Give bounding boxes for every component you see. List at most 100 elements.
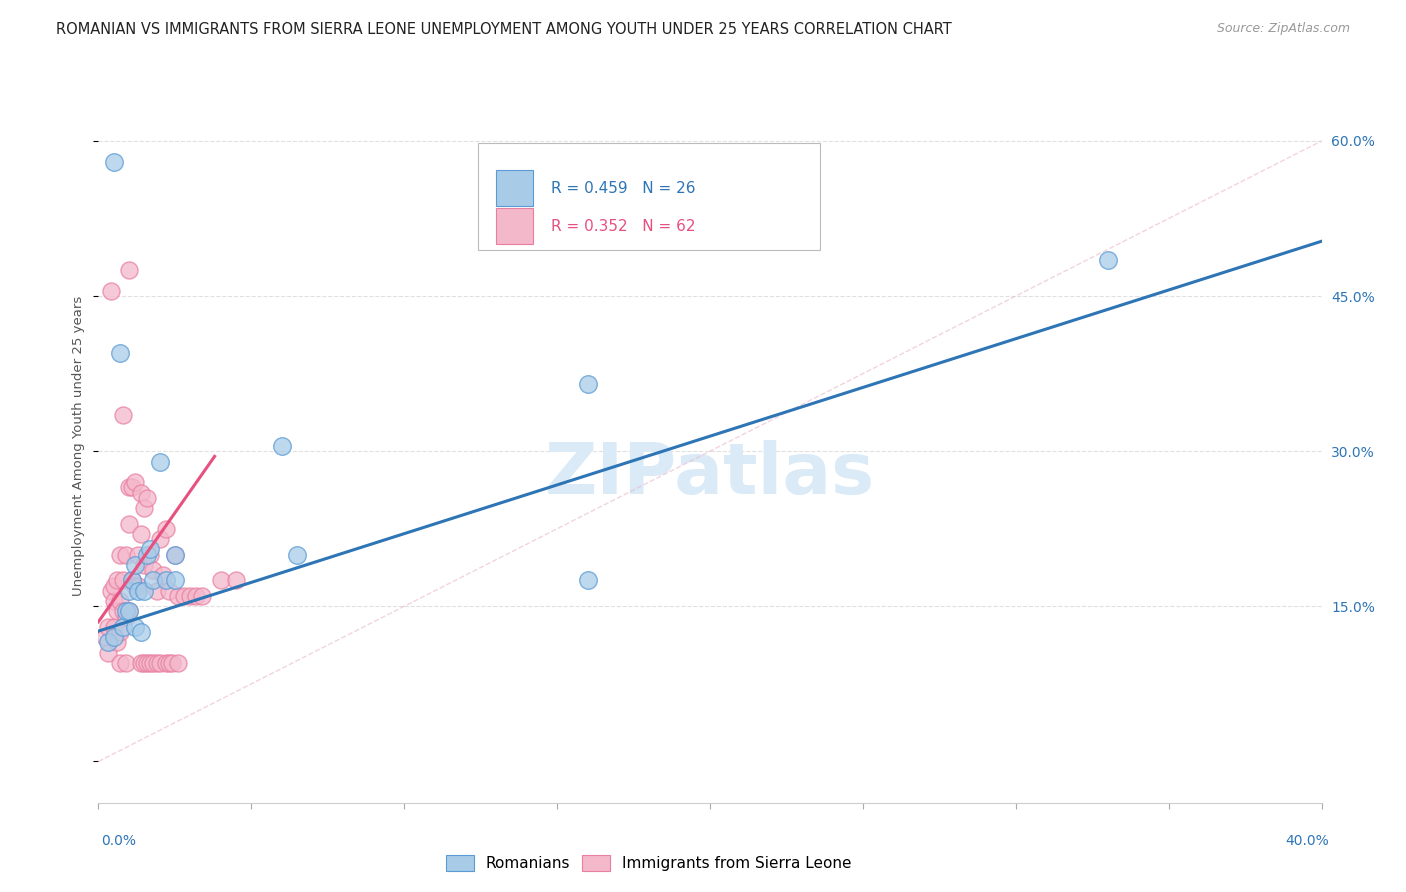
Point [93,630,115,644]
Point [124,475,146,490]
Text: 0.0%: 0.0% [101,834,136,848]
Point [139,542,162,557]
Point [97,635,120,649]
Point [142,574,165,588]
Point [225,574,247,588]
Point [111,620,134,634]
FancyBboxPatch shape [496,170,533,206]
Point [149,656,172,670]
Point [111,574,134,588]
Text: Source: ZipAtlas.com: Source: ZipAtlas.com [1216,22,1350,36]
Point [115,609,138,624]
Point [145,656,167,670]
Point [100,583,122,598]
Point [108,594,131,608]
Point [155,522,177,536]
Point [142,656,165,670]
Point [118,605,141,619]
Point [152,568,174,582]
Point [127,579,149,593]
Point [576,376,599,391]
Point [136,656,159,670]
Point [124,579,146,593]
Point [97,620,120,634]
Point [127,548,149,562]
Point [111,605,134,619]
Point [111,408,134,422]
Point [136,491,159,505]
Point [100,284,122,298]
FancyBboxPatch shape [478,143,820,250]
Text: ROMANIAN VS IMMIGRANTS FROM SIERRA LEONE UNEMPLOYMENT AMONG YOUTH UNDER 25 YEARS: ROMANIAN VS IMMIGRANTS FROM SIERRA LEONE… [56,22,952,37]
Point [121,574,143,588]
Point [163,548,186,562]
Point [139,548,162,562]
Point [129,656,152,670]
Point [186,589,208,603]
Point [124,558,146,572]
Point [103,630,125,644]
Point [134,501,156,516]
Point [115,605,138,619]
Point [134,583,156,598]
Point [149,454,172,468]
Point [179,589,201,603]
Point [155,656,177,670]
Point [1097,252,1119,267]
Point [105,635,128,649]
Point [167,656,190,670]
Point [108,548,131,562]
Point [191,589,214,603]
Y-axis label: Unemployment Among Youth under 25 years: Unemployment Among Youth under 25 years [72,296,86,596]
Point [118,516,141,531]
Point [167,589,190,603]
Point [105,574,128,588]
Point [149,532,172,546]
Point [134,656,156,670]
Point [108,656,131,670]
Point [118,583,141,598]
Point [115,548,138,562]
Point [576,574,599,588]
Point [97,646,120,660]
Point [129,485,152,500]
Point [118,480,141,494]
Legend: Romanians, Immigrants from Sierra Leone: Romanians, Immigrants from Sierra Leone [440,849,858,877]
Point [163,574,186,588]
Point [121,480,143,494]
Text: R = 0.459   N = 26: R = 0.459 N = 26 [551,181,696,195]
Point [127,583,149,598]
Point [103,620,125,634]
FancyBboxPatch shape [496,209,533,244]
Point [139,656,162,670]
Point [157,583,180,598]
Point [142,563,165,577]
Point [157,656,180,670]
Point [124,620,146,634]
Point [121,574,143,588]
Point [129,527,152,541]
Point [103,594,125,608]
Point [145,583,167,598]
Point [118,605,141,619]
Text: R = 0.352   N = 62: R = 0.352 N = 62 [551,219,696,234]
Point [163,548,186,562]
Point [134,558,156,572]
Point [108,625,131,640]
Point [285,548,308,562]
Point [160,656,183,670]
Point [115,656,138,670]
Point [173,589,195,603]
Point [209,574,232,588]
Point [103,579,125,593]
Point [136,548,159,562]
Point [129,625,152,640]
Text: 40.0%: 40.0% [1285,834,1329,848]
Text: ZIPatlas: ZIPatlas [546,440,875,509]
Point [118,263,141,277]
Point [108,346,131,360]
Point [155,574,177,588]
Point [105,605,128,619]
Point [103,154,125,169]
Point [270,439,292,453]
